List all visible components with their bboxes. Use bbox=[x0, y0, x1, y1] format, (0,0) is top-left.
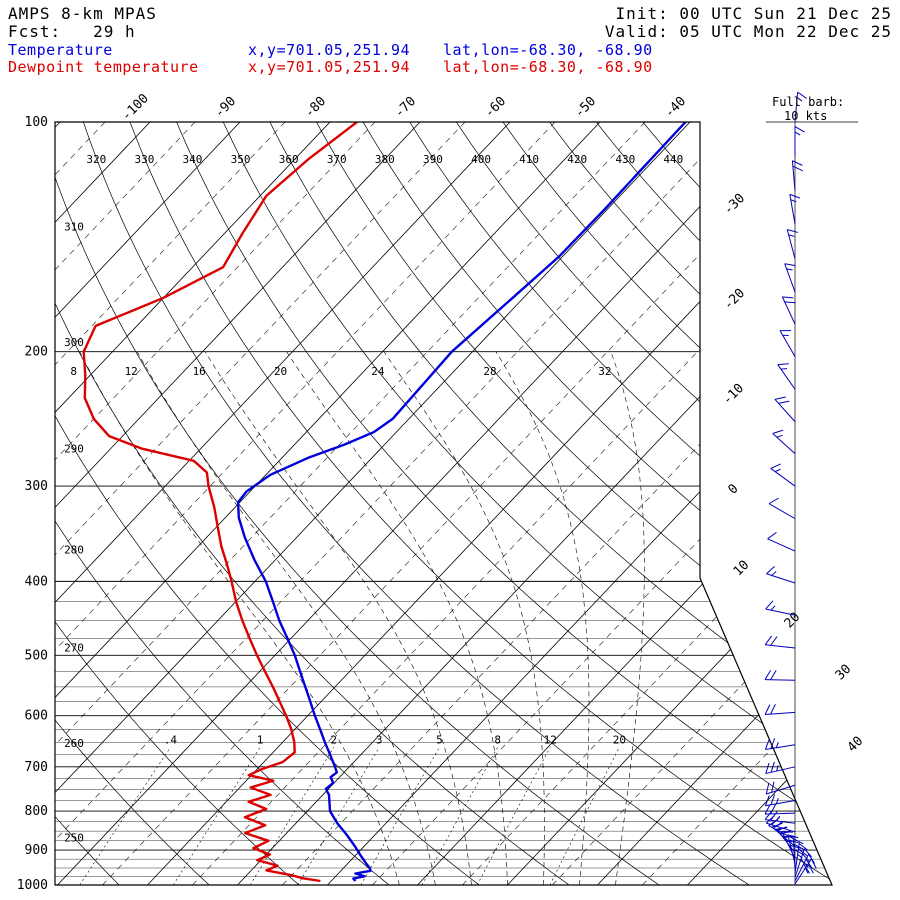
dewpoint-legend-latlon: lat,lon=-68.30, -68.90 bbox=[443, 58, 653, 76]
svg-text:310: 310 bbox=[64, 220, 84, 233]
temperature-legend-latlon: lat,lon=-68.30, -68.90 bbox=[443, 41, 653, 59]
svg-text:8: 8 bbox=[494, 733, 501, 746]
mixing-ratio-lines bbox=[79, 747, 620, 885]
svg-text:400: 400 bbox=[25, 574, 48, 589]
svg-text:.4: .4 bbox=[164, 733, 178, 746]
svg-text:10: 10 bbox=[731, 558, 753, 580]
app-title: AMPS 8-km MPAS bbox=[8, 4, 157, 23]
svg-text:260: 260 bbox=[64, 737, 84, 750]
svg-text:-60: -60 bbox=[482, 94, 509, 121]
svg-text:5: 5 bbox=[436, 733, 443, 746]
profiles bbox=[82, 122, 687, 883]
svg-text:280: 280 bbox=[64, 544, 84, 557]
mixing-ratio-labels: .4 1 2 3 5 8 12 20 bbox=[164, 733, 626, 746]
wind-barbs bbox=[764, 91, 858, 885]
svg-text:40: 40 bbox=[845, 734, 867, 756]
svg-text:-40: -40 bbox=[662, 94, 689, 121]
init-time: Init: 00 UTC Sun 21 Dec 25 bbox=[615, 4, 892, 23]
svg-text:2: 2 bbox=[330, 733, 337, 746]
barb-legend-title: Full barb: bbox=[772, 95, 845, 109]
svg-text:1000: 1000 bbox=[17, 878, 48, 893]
svg-text:700: 700 bbox=[25, 760, 48, 775]
dry-adiabats bbox=[55, 122, 832, 885]
svg-text:3: 3 bbox=[376, 733, 383, 746]
svg-text:-100: -100 bbox=[119, 91, 152, 124]
svg-text:0: 0 bbox=[725, 481, 741, 497]
svg-text:30: 30 bbox=[833, 662, 855, 684]
svg-text:-30: -30 bbox=[721, 191, 748, 218]
barb-legend-value: 10 kts bbox=[784, 109, 828, 123]
svg-text:370: 370 bbox=[327, 153, 347, 166]
svg-text:-70: -70 bbox=[392, 94, 419, 121]
svg-text:440: 440 bbox=[663, 153, 683, 166]
svg-text:-20: -20 bbox=[721, 286, 748, 313]
svg-text:320: 320 bbox=[86, 153, 106, 166]
svg-text:-10: -10 bbox=[720, 381, 747, 408]
valid-time: Valid: 05 UTC Mon 22 Dec 25 bbox=[604, 22, 892, 41]
dewpoint-legend-label: Dewpoint temperature bbox=[8, 58, 199, 76]
svg-text:32: 32 bbox=[598, 365, 611, 378]
svg-text:350: 350 bbox=[231, 153, 251, 166]
forecast-hour: Fcst: 29 h bbox=[8, 22, 136, 41]
svg-text:270: 270 bbox=[64, 641, 84, 654]
svg-text:250: 250 bbox=[64, 832, 84, 845]
svg-text:430: 430 bbox=[615, 153, 635, 166]
svg-text:290: 290 bbox=[64, 443, 84, 456]
svg-text:28: 28 bbox=[483, 365, 496, 378]
temperature-curve bbox=[236, 122, 687, 882]
pressure-lines bbox=[55, 122, 832, 885]
svg-text:-80: -80 bbox=[302, 94, 329, 121]
pressure-labels: 100 200 300 400 500 600 700 800 900 1000 bbox=[17, 115, 48, 893]
svg-text:900: 900 bbox=[25, 843, 48, 858]
svg-text:200: 200 bbox=[25, 345, 48, 360]
isotherms bbox=[55, 122, 832, 885]
svg-text:1: 1 bbox=[257, 733, 264, 746]
svg-text:360: 360 bbox=[279, 153, 299, 166]
moist-adiabats bbox=[79, 351, 645, 885]
dewpoint-legend-xy: x,y=701.05,251.94 bbox=[248, 58, 411, 76]
svg-text:600: 600 bbox=[25, 709, 48, 724]
svg-text:300: 300 bbox=[64, 336, 84, 349]
svg-text:8: 8 bbox=[70, 365, 77, 378]
svg-text:20: 20 bbox=[613, 733, 626, 746]
svg-text:400: 400 bbox=[471, 153, 491, 166]
temperature-legend-label: Temperature bbox=[8, 41, 113, 59]
svg-text:300: 300 bbox=[25, 479, 48, 494]
svg-text:20: 20 bbox=[274, 365, 287, 378]
svg-text:12: 12 bbox=[544, 733, 557, 746]
svg-text:100: 100 bbox=[25, 115, 48, 130]
temperature-legend-xy: x,y=701.05,251.94 bbox=[248, 41, 411, 59]
svg-text:390: 390 bbox=[423, 153, 443, 166]
plot-border bbox=[54, 121, 833, 886]
svg-text:340: 340 bbox=[183, 153, 203, 166]
svg-text:410: 410 bbox=[519, 153, 539, 166]
svg-text:-90: -90 bbox=[212, 94, 239, 121]
svg-text:380: 380 bbox=[375, 153, 395, 166]
svg-text:-50: -50 bbox=[572, 94, 599, 121]
svg-text:24: 24 bbox=[371, 365, 385, 378]
svg-text:12: 12 bbox=[125, 365, 138, 378]
svg-text:420: 420 bbox=[567, 153, 587, 166]
svg-text:800: 800 bbox=[25, 804, 48, 819]
dewpoint-curve bbox=[82, 122, 358, 883]
svg-text:500: 500 bbox=[25, 648, 48, 663]
moist-adiabat-labels: 8 12 16 20 24 28 32 bbox=[70, 365, 611, 378]
svg-text:16: 16 bbox=[193, 365, 206, 378]
isotherms-minor bbox=[55, 122, 832, 885]
svg-text:330: 330 bbox=[134, 153, 154, 166]
